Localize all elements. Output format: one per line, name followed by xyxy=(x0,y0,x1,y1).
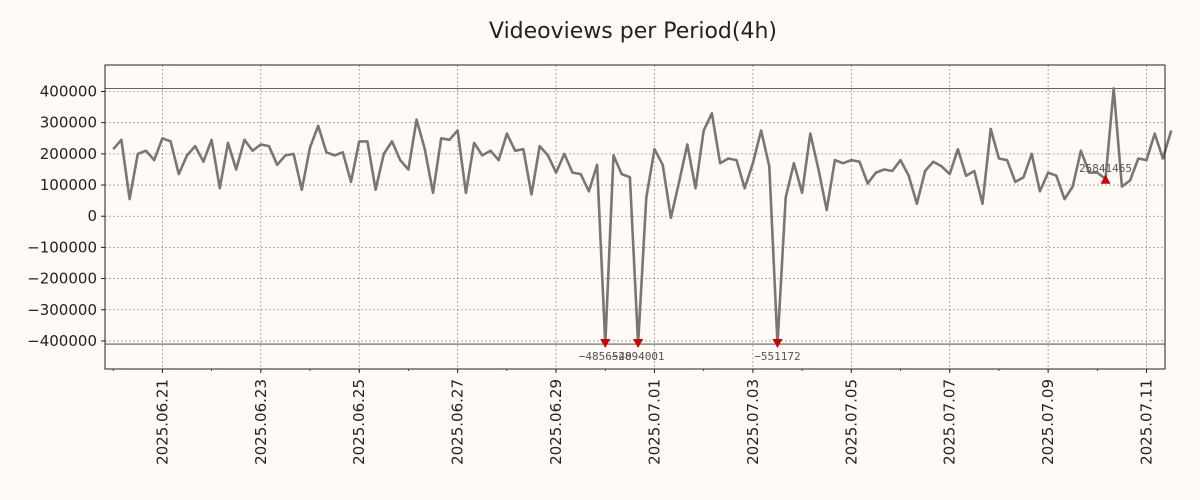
y-tick-label: 100000 xyxy=(40,176,97,194)
x-tick-label: 2025.07.07 xyxy=(941,379,959,465)
overflow-annotation: −2894001 xyxy=(612,350,665,363)
x-tick-label: 2025.06.25 xyxy=(350,379,368,465)
x-tick-label: 2025.07.11 xyxy=(1138,379,1156,465)
y-tick-label: 0 xyxy=(87,207,97,225)
x-tick-label: 2025.06.23 xyxy=(252,379,270,465)
overflow-annotation: 25841465 xyxy=(1079,162,1132,175)
y-tick-label: −400000 xyxy=(27,332,97,350)
chart-title: Videoviews per Period(4h) xyxy=(489,19,777,44)
annotations: −4856540−2894001 −551172 25841465 xyxy=(579,162,1132,363)
overflow-marker-down xyxy=(633,339,644,349)
y-tick-label: −200000 xyxy=(27,270,97,288)
x-tick-label: 2025.06.29 xyxy=(547,379,565,465)
x-tick-label: 2025.06.27 xyxy=(449,379,467,465)
clip-lines xyxy=(105,87,1165,345)
overflow-marker-down xyxy=(600,339,611,349)
grid xyxy=(105,65,1165,369)
overflow-marker-up xyxy=(1100,174,1111,184)
y-tick-label: 300000 xyxy=(40,114,97,132)
x-tick-label: 2025.07.09 xyxy=(1039,379,1057,465)
axes: 400000 300000 200000 100000 0 −100000 −200000 −… xyxy=(27,83,1155,465)
overflow-annotation: −4856540 xyxy=(579,350,632,363)
x-tick-label: 2025.07.03 xyxy=(744,379,762,465)
series-line xyxy=(112,87,1173,346)
overflow-marker-down xyxy=(772,339,783,349)
y-tick-label: −100000 xyxy=(27,238,97,256)
x-tick-label: 2025.06.21 xyxy=(153,379,171,465)
y-tick-label: 200000 xyxy=(40,145,97,163)
y-tick-label: 400000 xyxy=(40,83,97,101)
y-tick-label: −300000 xyxy=(27,301,97,319)
overflow-annotation: −551172 xyxy=(754,350,800,363)
overflow-markers xyxy=(600,174,1111,349)
x-tick-label: 2025.07.05 xyxy=(842,379,860,465)
plot-frame xyxy=(104,64,1166,370)
x-tick-label: 2025.07.01 xyxy=(645,379,663,465)
series-line-group xyxy=(112,87,1173,346)
